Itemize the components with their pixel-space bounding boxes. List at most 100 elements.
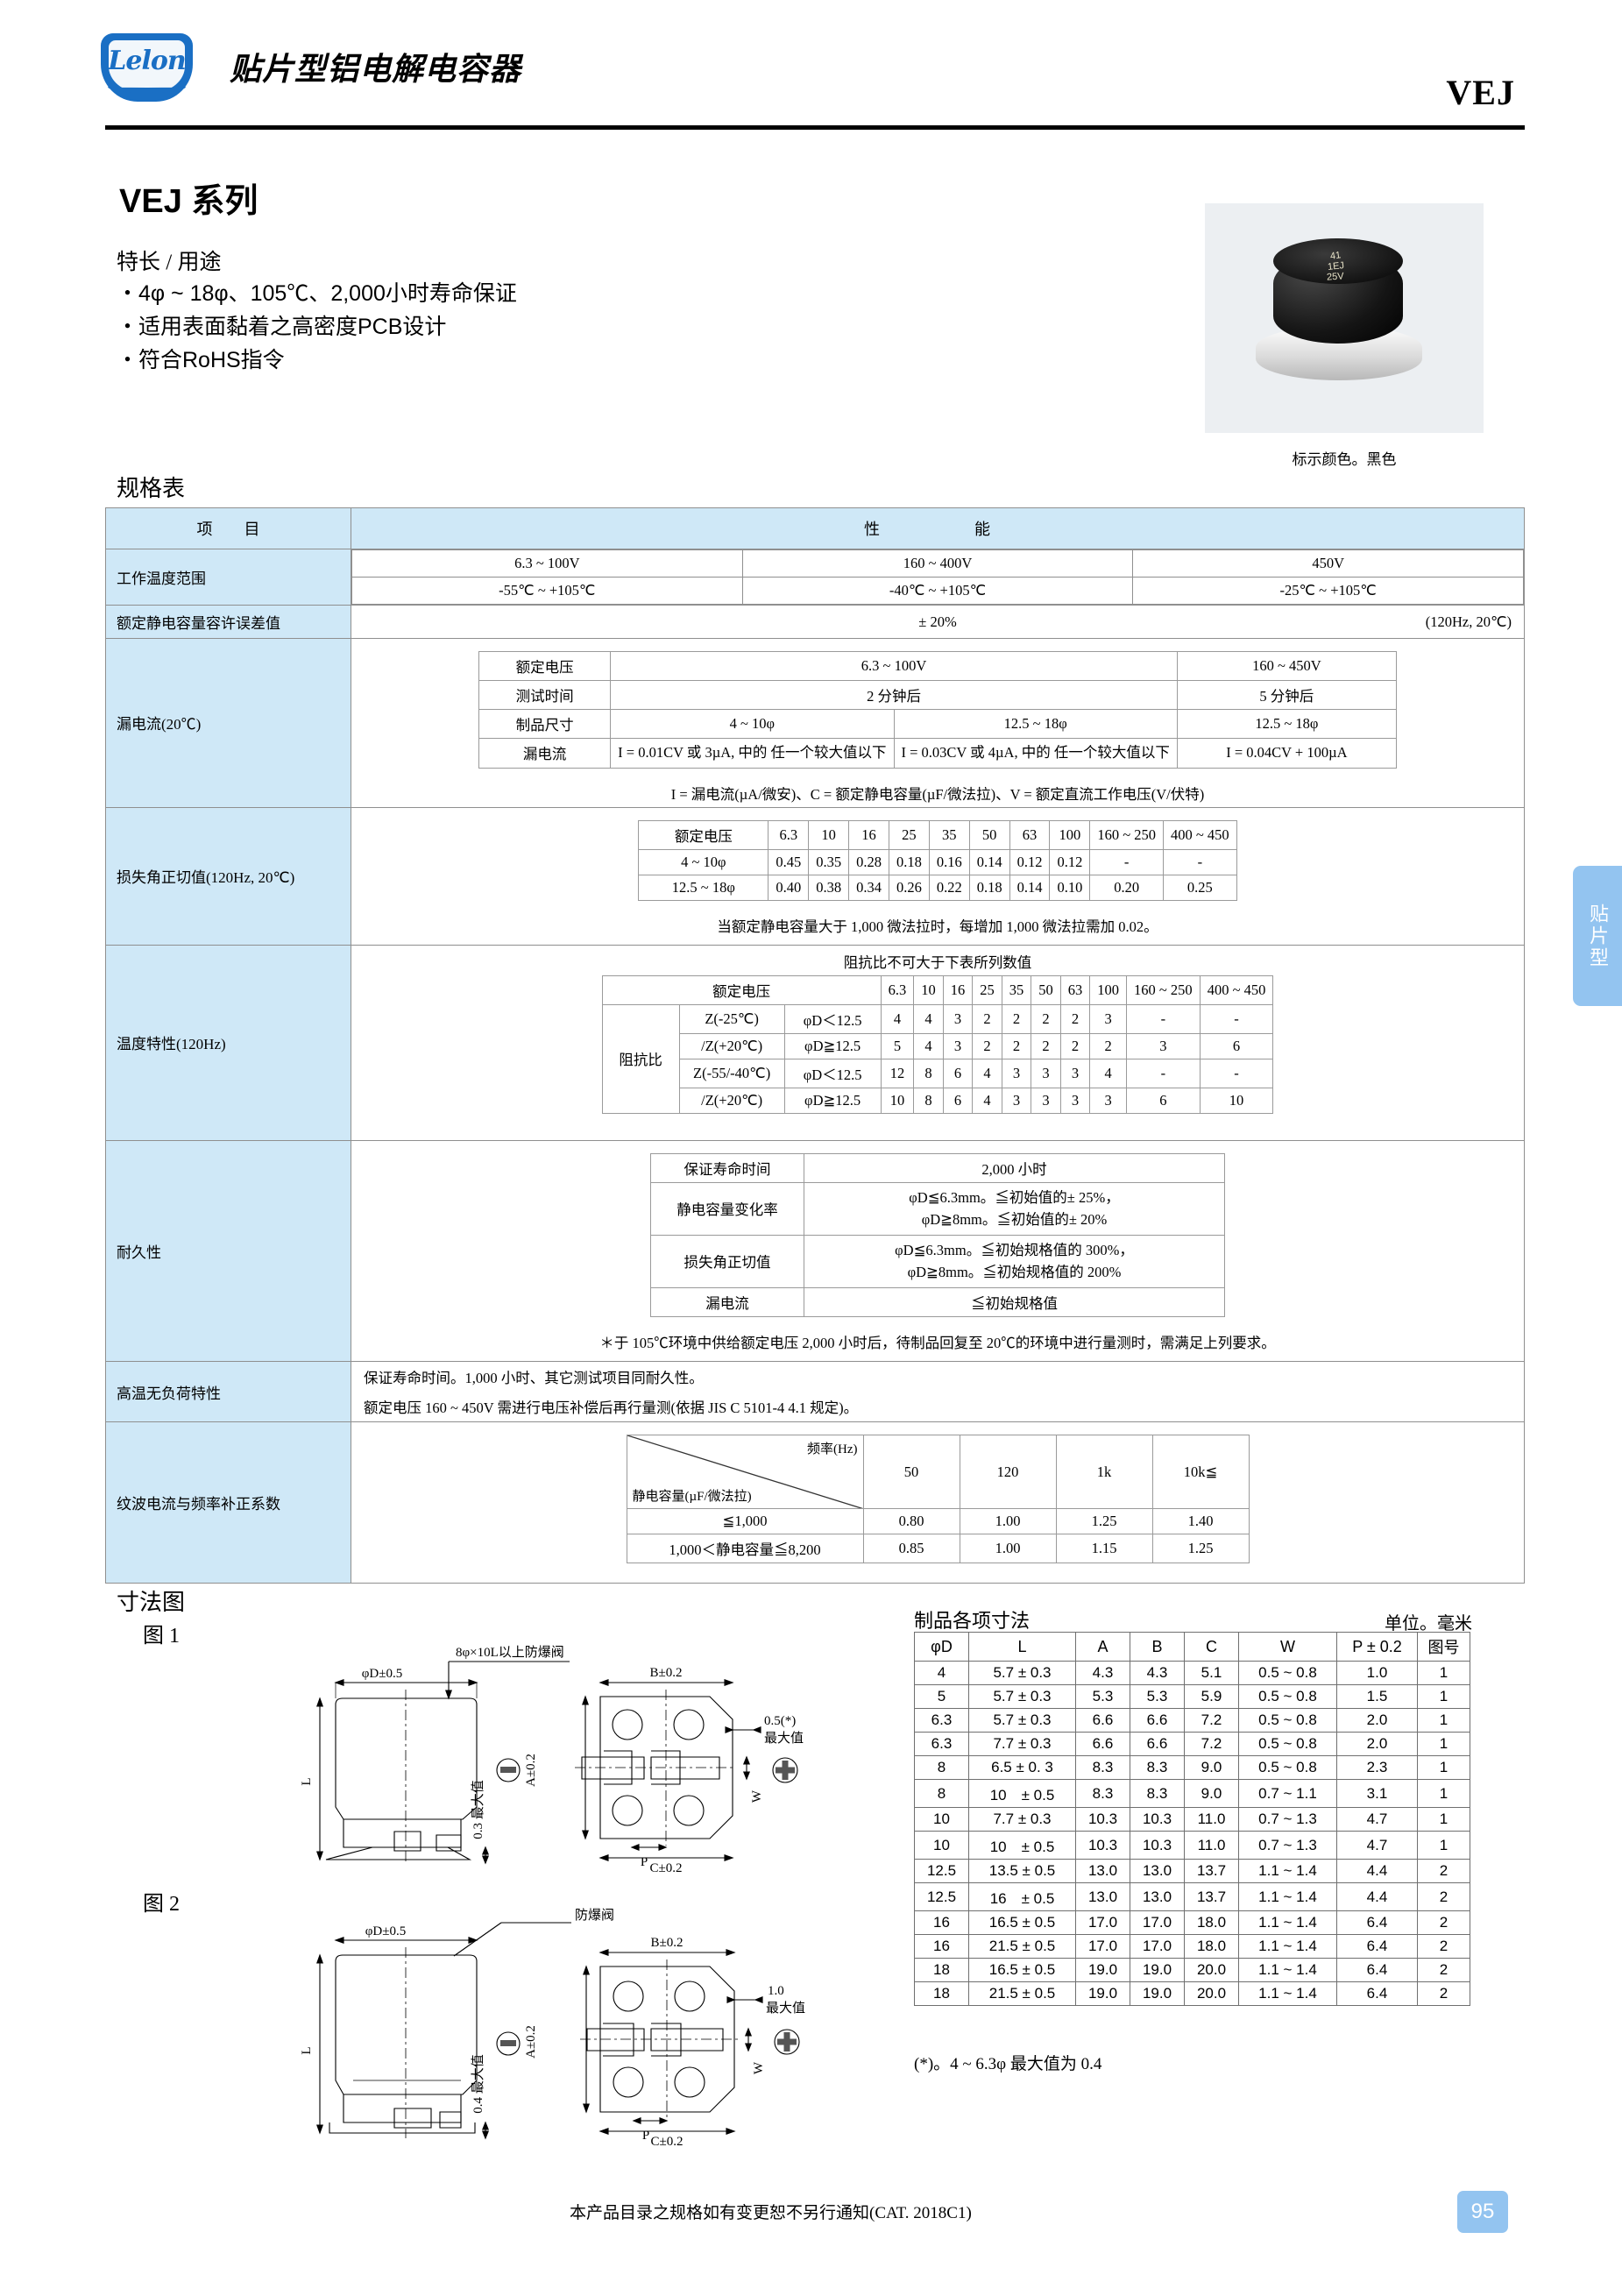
cell: 1: [1417, 1807, 1470, 1832]
cell: -: [1089, 848, 1164, 875]
row-value-no-load: 保证寿命时间。1,000 小时、其它测试项目同耐久性。 额定电压 160 ~ 4…: [351, 1361, 1525, 1422]
cell: 50: [862, 1435, 960, 1509]
fig1-lead-label: 0.5(*): [764, 1714, 796, 1728]
cell: 4.7: [1336, 1807, 1418, 1832]
cell: 12.5 ~ 18φ: [638, 874, 769, 901]
cell: 10: [914, 1831, 969, 1860]
table-row: ≦1,000 0.80 1.00 1.25 1.40: [626, 1508, 1250, 1534]
cell: 6.3 ~ 100V: [610, 651, 1178, 681]
cell: 0.5 ~ 0.8: [1238, 1661, 1337, 1685]
cell: 16: [914, 1934, 969, 1959]
table-row: 12.5 16 ± 0.5 13.0 13.0 13.7 1.1 ~ 1.4 4.4 2: [914, 1882, 1470, 1911]
table-row: 6.3 ~ 100V 160 ~ 400V 450V: [351, 549, 1524, 578]
cell: 10: [880, 1087, 915, 1114]
cell: -: [1163, 848, 1237, 875]
page-title: VEJ 系列: [119, 183, 259, 220]
lelon-logo: Lelon: [101, 33, 193, 102]
fig2-a-label: A±0.2: [524, 2025, 538, 2059]
cell: 12.5: [914, 1859, 969, 1883]
figure-1-label: 图 1: [143, 1625, 180, 1648]
cell: 3: [1089, 1087, 1127, 1114]
cell: -: [1199, 1003, 1274, 1034]
cell: 0.18: [968, 874, 1010, 901]
cell: 16.5 ± 0.5: [968, 1958, 1076, 1982]
col-header-c: C: [1184, 1632, 1239, 1662]
tan-delta-subtable-wrap: 额定电压 6.3 10 16 25 35 50 63 100 160 ~ 250: [351, 808, 1524, 908]
cell: 1.00: [959, 1508, 1057, 1534]
cell: 0.85: [862, 1534, 960, 1563]
cell: 8: [914, 1779, 969, 1808]
cell: 0.10: [1049, 874, 1091, 901]
fig2-l-label: L: [300, 2046, 314, 2054]
cell: 2: [972, 1032, 1002, 1059]
cell: 6.6: [1130, 1732, 1185, 1756]
cell: 9.0: [1184, 1779, 1239, 1808]
table-row: Z(-55/-40℃) φD＜12.5 12 8 6 4 3 3 3 4 -: [602, 1058, 1274, 1088]
cell: 10: [1199, 1087, 1274, 1114]
cell: φD≧12.5: [783, 1087, 882, 1114]
table-row: 高温无负荷特性 保证寿命时间。1,000 小时、其它测试项目同耐久性。 额定电压…: [105, 1361, 1525, 1422]
table-row: 损失角正切值(120Hz, 20℃) 额定电压 6.3 10 16 25 35: [105, 806, 1525, 946]
cell: 6.3: [914, 1732, 969, 1756]
cell: 10.3: [1130, 1807, 1185, 1832]
cell: -55℃ ~ +105℃: [351, 577, 743, 605]
cell: 4: [913, 1032, 944, 1059]
table-row: 保证寿命时间 2,000 小时: [650, 1152, 1225, 1183]
fig2-b-label: B±0.2: [651, 1936, 684, 1950]
leakage-table: 额定电压 6.3 ~ 100V 160 ~ 450V 测试时间 2 分钟后 5 …: [478, 651, 1397, 769]
cell: 0.20: [1089, 874, 1164, 901]
table-row: 18 16.5 ± 0.5 19.0 19.0 20.0 1.1 ~ 1.4 6.4 2: [914, 1958, 1470, 1982]
table-row: 4 5.7 ± 0.3 4.3 4.3 5.1 0.5 ~ 0.8 1.0 1: [914, 1661, 1470, 1685]
table-row: 6.3 7.7 ± 0.3 6.6 6.6 7.2 0.5 ~ 0.8 2.0 1: [914, 1732, 1470, 1756]
cell: 6: [1199, 1032, 1274, 1059]
endurance-table: 保证寿命时间 2,000 小时 静电容量变化率 φD≦6.3mm。≦初始值的± …: [650, 1152, 1225, 1317]
cell: 6.3: [768, 819, 810, 850]
fig2-max-label: 0.4 最大值: [471, 2054, 485, 2114]
cell: 0.5 ~ 0.8: [1238, 1708, 1337, 1733]
cell: -: [1126, 1058, 1201, 1088]
cell: 测试时间: [478, 680, 612, 710]
tan-delta-footnote: 当额定静电容量大于 1,000 微法拉时，每增加 1,000 微法拉需加 0.0…: [717, 918, 1158, 935]
table-row: 漏电流 I = 0.01CV 或 3µA, 中的 任一个较大值以下 I = 0.…: [478, 738, 1397, 769]
cell: 0.40: [768, 874, 810, 901]
cell: 3: [1001, 1058, 1032, 1088]
page-header: Lelon 贴片型铝电解电容器 VEJ: [0, 0, 1622, 140]
table-row: 1,000＜静电容量≦8,200 0.85 1.00 1.15 1.25: [626, 1534, 1250, 1563]
cell: /Z(+20℃): [678, 1032, 785, 1059]
side-tab-smd-type[interactable]: 贴片型: [1573, 866, 1622, 1006]
operating-temp-grid: 6.3 ~ 100V 160 ~ 400V 450V -55℃ ~ +105℃ …: [351, 549, 1524, 605]
cap-tolerance-value: ± 20%: [918, 613, 957, 630]
cell: 17.0: [1075, 1910, 1130, 1935]
cell: 0.5 ~ 0.8: [1238, 1755, 1337, 1780]
cell: 5.7 ± 0.3: [968, 1661, 1076, 1685]
cell: 2: [1417, 1958, 1470, 1982]
endurance-subtable-wrap: 保证寿命时间 2,000 小时 静电容量变化率 φD≦6.3mm。≦初始值的± …: [351, 1141, 1524, 1324]
fig1-phid-label: φD±0.5: [362, 1667, 402, 1681]
fig1-a-label: A±0.2: [524, 1754, 538, 1787]
cell: 漏电流: [650, 1287, 804, 1317]
photo-caption: 标示颜色。黑色: [1292, 451, 1397, 468]
cell: 16: [914, 1910, 969, 1935]
cell: 2: [1031, 1032, 1061, 1059]
table-row: 耐久性 保证寿命时间 2,000 小时 静电容量变化率 φD≦6.3mm。≦初始…: [105, 1139, 1525, 1363]
table-row: 制品尺寸 4 ~ 10φ 12.5 ~ 18φ 12.5 ~ 18φ: [478, 709, 1397, 739]
cell: 450V: [1132, 549, 1524, 578]
cell: 2: [1417, 1934, 1470, 1959]
cell: 2: [1059, 1003, 1091, 1034]
cell: 160 ~ 250: [1089, 819, 1164, 850]
cell: 17.0: [1130, 1934, 1185, 1959]
cell: 2.0: [1336, 1732, 1418, 1756]
cell: 漏电流: [478, 738, 612, 769]
product-dimension-table: φD L A B C W P ± 0.2 图号 4 5.7 ± 0.3 4.3 4.3…: [914, 1632, 1470, 2006]
table-row: 8 6.5 ± 0. 3 8.3 8.3 9.0 0.5 ~ 0.8 2.3 1: [914, 1755, 1470, 1780]
temp-char-subtable-wrap: 额定电压 6.3 10 16 25 35 50 63 100 160 ~ 250: [351, 974, 1524, 1121]
cap-tolerance-condition: (120Hz, 20℃): [1425, 613, 1512, 630]
cell: 1.0: [1336, 1661, 1418, 1685]
col-header-p: P ± 0.2: [1336, 1632, 1418, 1662]
table-row: 工作温度范围 6.3 ~ 100V 160 ~ 400V 450V -55℃ ~…: [105, 549, 1525, 606]
figure-1-drawing: φD±0.5 8φ×10L以上防爆阀 L 0.3 最大值 A±0.2 B±0.2…: [300, 1645, 804, 1875]
col-header-item: 项 目: [105, 507, 351, 549]
cell: 3: [1059, 1058, 1091, 1088]
drawings-section-heading: 寸法图: [117, 1590, 186, 1615]
cell: 0.14: [1009, 874, 1051, 901]
